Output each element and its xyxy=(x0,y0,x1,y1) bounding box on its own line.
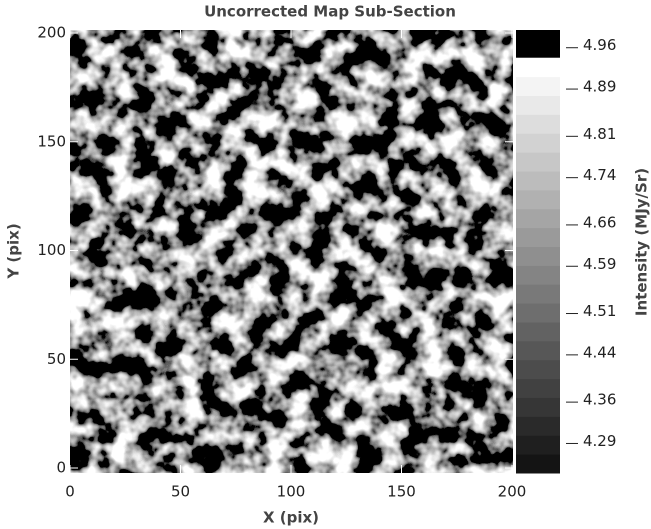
y-tick-label: 200 xyxy=(37,24,66,42)
x-tick-label: 150 xyxy=(387,483,416,501)
colorbar-band xyxy=(516,378,560,398)
colorbar-band xyxy=(516,303,560,323)
x-tick-label: 0 xyxy=(65,483,75,501)
colorbar-label: Intensity (MJy/Sr) xyxy=(633,168,651,316)
colorbar-band xyxy=(516,359,560,380)
colorbar-tick-label: 4.81 xyxy=(583,125,616,143)
x-axis-label: X (pix) xyxy=(263,509,319,527)
colorbar-band xyxy=(516,284,560,304)
colorbar-band xyxy=(516,189,560,210)
colorbar-band xyxy=(516,397,560,417)
colorbar-tick-label: 4.29 xyxy=(583,432,616,450)
colorbar-band xyxy=(516,454,560,474)
y-tick-label: 100 xyxy=(37,241,66,259)
colorbar-band xyxy=(516,321,560,342)
colorbar-band xyxy=(516,76,560,96)
x-tick-label: 200 xyxy=(498,483,527,501)
colorbar-cap xyxy=(516,30,560,58)
colorbar-band xyxy=(516,227,560,247)
colorbar-tick-label: 4.44 xyxy=(583,343,616,361)
colorbar-tick-label: 4.96 xyxy=(583,36,616,54)
colorbar-band xyxy=(516,95,560,115)
x-tick-label: 50 xyxy=(171,483,190,501)
y-axis-label: Y (pix) xyxy=(5,223,23,279)
colorbar-band xyxy=(516,435,560,455)
colorbar-band xyxy=(516,246,560,266)
colorbar-tick-label: 4.89 xyxy=(583,78,616,96)
chart-title: Uncorrected Map Sub-Section xyxy=(204,3,456,21)
y-tick-label: 50 xyxy=(47,350,66,368)
colorbar: 4.29 4.36 4.44 4.51 4.59 4.66 4.74 4.81 4.89 4.96 xyxy=(516,30,616,474)
x-tick-label: 100 xyxy=(277,483,306,501)
y-tick-label: 150 xyxy=(37,132,66,150)
colorbar-tick-label: 4.59 xyxy=(583,255,616,273)
colorbar-band xyxy=(516,416,560,436)
colorbar-band xyxy=(516,57,560,78)
colorbar-band xyxy=(516,133,560,153)
colorbar-tick-label: 4.51 xyxy=(583,302,616,320)
colorbar-tick-label: 4.66 xyxy=(583,213,616,231)
colorbar-band xyxy=(516,152,560,172)
colorbar-band xyxy=(516,170,560,191)
y-tick-label: 0 xyxy=(56,459,66,477)
colorbar-band xyxy=(516,340,560,361)
heatmap-image xyxy=(70,30,513,473)
colorbar-band xyxy=(516,114,560,134)
colorbar-tick-label: 4.74 xyxy=(583,166,616,184)
colorbar-band xyxy=(516,265,560,285)
colorbar-tick-label: 4.36 xyxy=(583,391,616,409)
colorbar-band xyxy=(516,208,560,229)
